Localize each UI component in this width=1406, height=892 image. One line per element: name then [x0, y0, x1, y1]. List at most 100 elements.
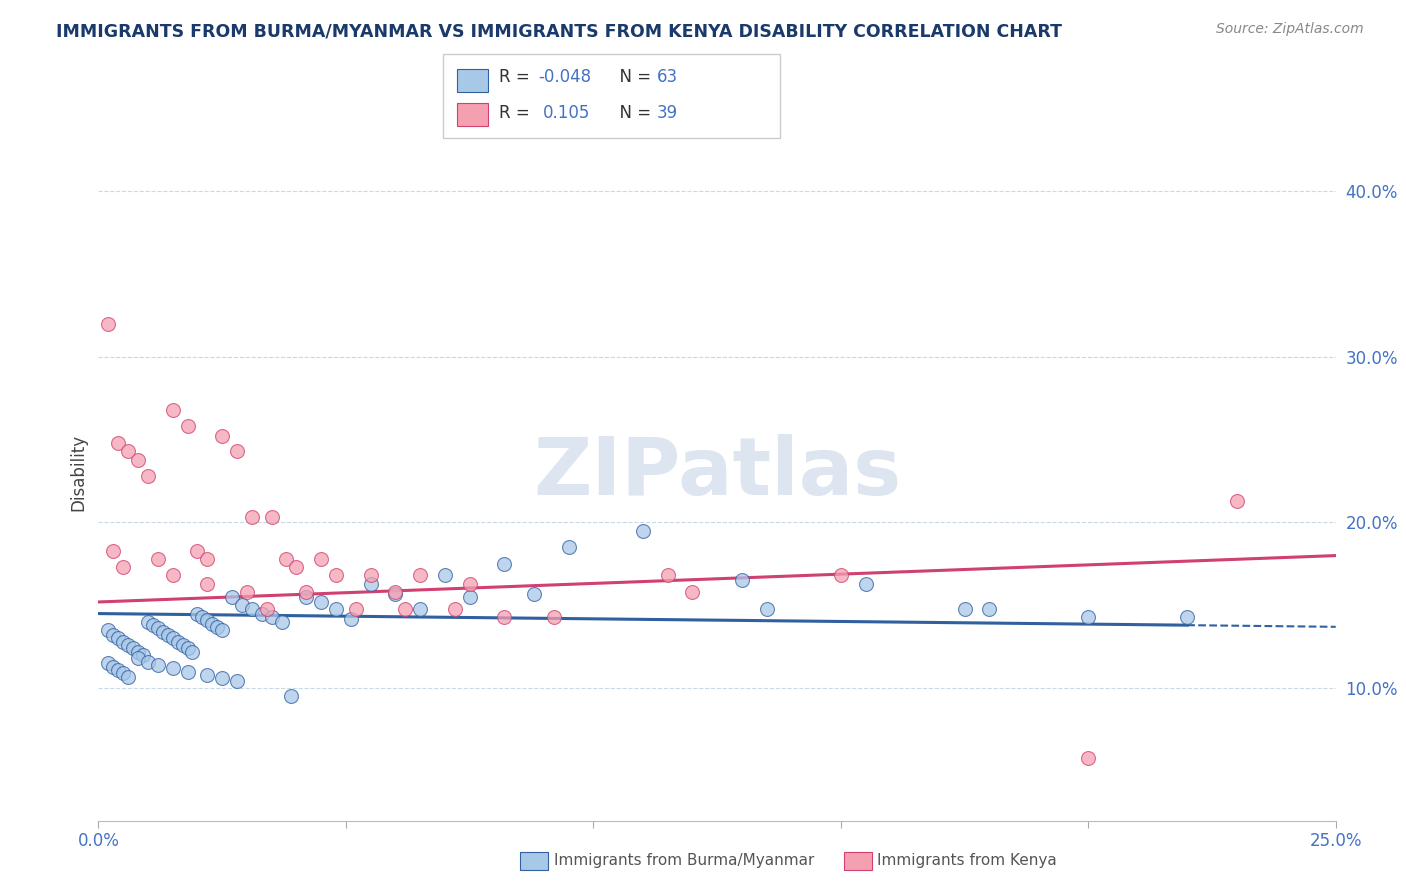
Point [127, 645, 149, 659]
Point [107, 632, 129, 646]
Point [205, 620, 228, 634]
Point [443, 601, 465, 615]
Point [409, 601, 432, 615]
Point [285, 560, 308, 574]
Point [221, 590, 243, 604]
Point [344, 601, 367, 615]
Point [325, 568, 347, 582]
Point [260, 510, 283, 524]
Point [360, 568, 382, 582]
Point [122, 641, 145, 656]
Point [731, 574, 754, 588]
Point [1175, 610, 1198, 624]
Point [127, 651, 149, 665]
Point [181, 645, 204, 659]
Point [97, 623, 120, 637]
Point [112, 634, 135, 648]
Point [236, 585, 259, 599]
Point [195, 668, 218, 682]
Point [855, 576, 877, 591]
Point [280, 690, 302, 704]
Point [172, 638, 194, 652]
Point [103, 628, 125, 642]
Point [260, 610, 283, 624]
Point [458, 576, 481, 591]
Point [1077, 610, 1099, 624]
Point [830, 568, 852, 582]
Point [240, 510, 263, 524]
Point [107, 436, 129, 450]
Point [309, 595, 332, 609]
Point [186, 543, 208, 558]
Text: R =: R = [499, 103, 540, 122]
Point [394, 601, 416, 615]
Point [136, 655, 159, 669]
Point [112, 560, 135, 574]
Point [162, 661, 184, 675]
Point [979, 601, 1001, 615]
Point [240, 601, 263, 615]
Text: ZIPatlas: ZIPatlas [533, 434, 901, 512]
Point [152, 624, 174, 639]
Point [97, 317, 120, 331]
Point [191, 610, 214, 624]
Text: R =: R = [499, 69, 536, 87]
Point [211, 429, 233, 443]
Point [681, 585, 703, 599]
Point [250, 607, 273, 621]
Point [156, 628, 179, 642]
Point [162, 402, 184, 417]
Point [543, 610, 565, 624]
Point [384, 587, 406, 601]
Point [231, 599, 253, 613]
Text: Source: ZipAtlas.com: Source: ZipAtlas.com [1216, 22, 1364, 37]
Text: 0.105: 0.105 [543, 103, 591, 122]
Point [97, 657, 120, 671]
Point [340, 611, 363, 625]
Point [270, 615, 292, 629]
Point [325, 601, 347, 615]
Point [201, 616, 224, 631]
Point [117, 638, 139, 652]
Text: N =: N = [609, 69, 657, 87]
Point [146, 622, 169, 636]
Point [136, 615, 159, 629]
Point [176, 419, 198, 434]
Text: 63: 63 [657, 69, 678, 87]
Point [107, 663, 129, 677]
Point [226, 444, 249, 458]
Point [295, 590, 318, 604]
Point [127, 452, 149, 467]
Point [1077, 750, 1099, 764]
Point [117, 669, 139, 683]
Point [309, 552, 332, 566]
Point [494, 557, 516, 571]
Point [755, 601, 778, 615]
Text: 39: 39 [657, 103, 678, 122]
Text: Immigrants from Burma/Myanmar: Immigrants from Burma/Myanmar [554, 854, 814, 868]
Point [226, 674, 249, 689]
Point [211, 671, 233, 685]
Point [953, 601, 976, 615]
Point [523, 587, 546, 601]
Point [142, 618, 165, 632]
Point [657, 568, 679, 582]
Point [162, 632, 184, 646]
Point [132, 648, 155, 662]
Point [211, 623, 233, 637]
Point [295, 585, 318, 599]
Text: N =: N = [609, 103, 657, 122]
Point [384, 585, 406, 599]
Point [112, 666, 135, 681]
Point [103, 543, 125, 558]
Point [176, 665, 198, 679]
Point [1226, 494, 1249, 508]
Point [276, 552, 298, 566]
Point [146, 657, 169, 672]
Point [195, 552, 218, 566]
Point [103, 659, 125, 673]
Y-axis label: Disability: Disability [69, 434, 87, 511]
Point [176, 641, 198, 656]
Point [136, 469, 159, 483]
Point [458, 590, 481, 604]
